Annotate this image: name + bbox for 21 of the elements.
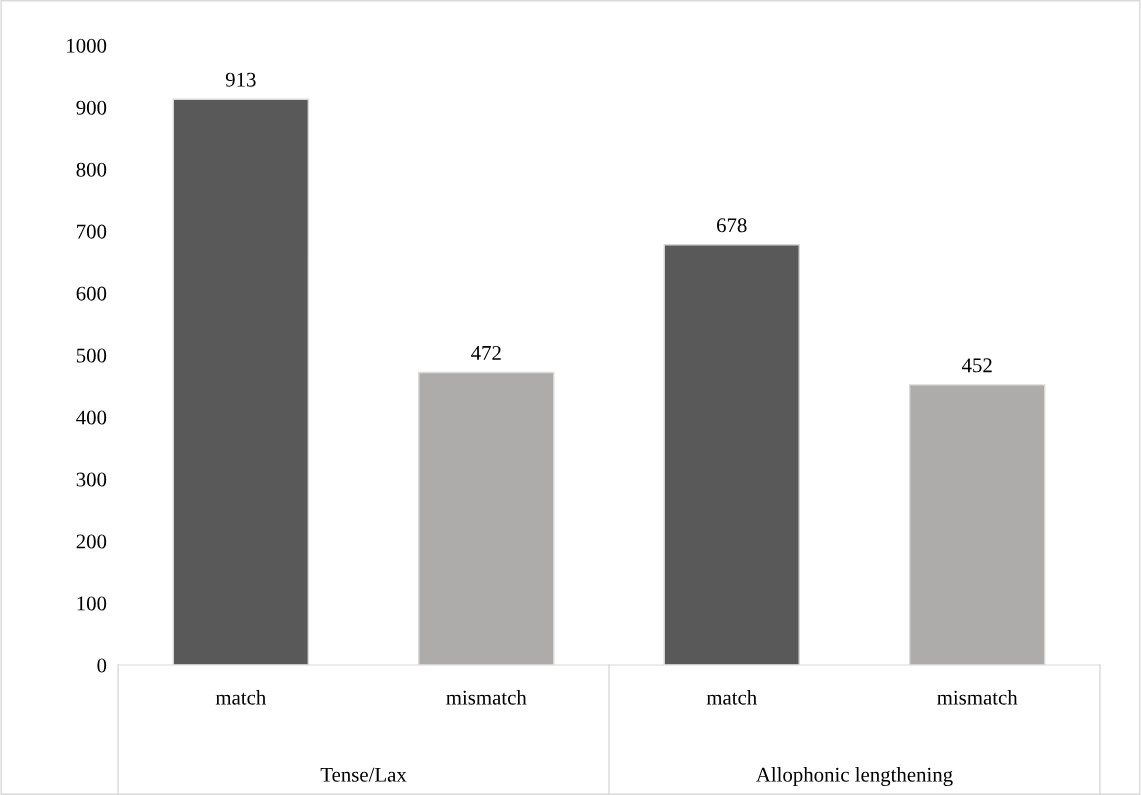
text: Tense/Lax	[320, 767, 407, 782]
x-tick-label: match	[706, 690, 757, 705]
y-tick-label: 100	[77, 596, 107, 611]
data-label: 678	[717, 218, 747, 233]
x-tick-label: match	[215, 690, 266, 705]
data-label: 472	[471, 345, 501, 360]
text: Allophonic lengthening	[756, 767, 953, 787]
data-label: 452	[961, 358, 992, 373]
y-tick-label: 400	[76, 410, 107, 425]
x-tick-label: mismatch	[937, 690, 1018, 705]
y-tick-label: 600	[76, 286, 107, 301]
y-tick-label: 500	[76, 348, 107, 363]
y-tick-label: 900	[76, 100, 107, 115]
y-tick-label: 200	[76, 534, 107, 549]
x-tick-label: mismatch	[446, 690, 527, 705]
y-tick-label: 300	[76, 472, 107, 487]
data-label: 913	[225, 72, 256, 87]
y-tick-label: 1000	[67, 38, 107, 53]
y-tick-label: 800	[76, 162, 107, 177]
y-tick-label: 0	[97, 658, 107, 673]
y-tick-label: 700	[77, 224, 107, 239]
